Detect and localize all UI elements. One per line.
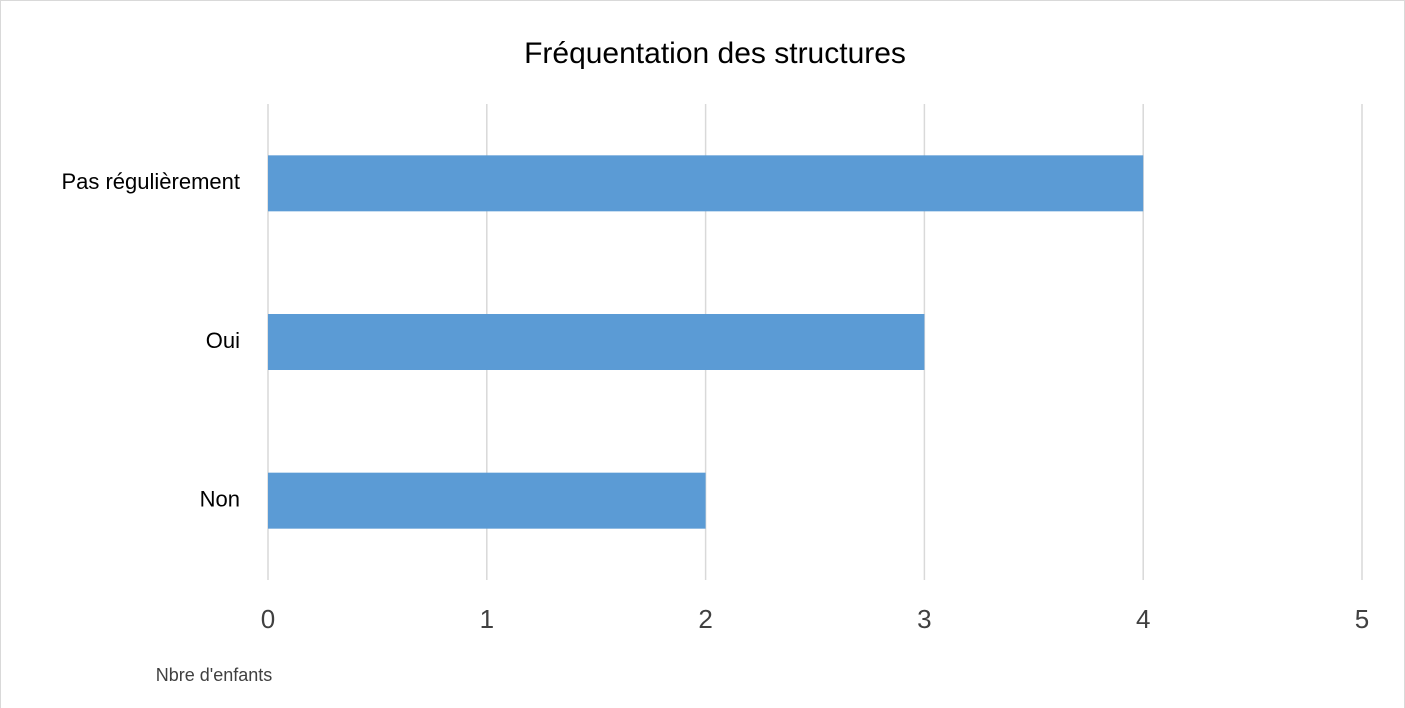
chart-title: Fréquentation des structures [524,37,906,70]
x-tick-label: 1 [480,604,494,634]
bar [268,472,706,529]
y-tick-label: Oui [206,328,240,353]
bar [268,314,925,370]
y-tick-label: Non [200,486,240,511]
x-axis-label: Nbre d'enfants [156,665,273,685]
x-tick-label: 2 [698,604,712,634]
x-tick-label: 0 [261,604,275,634]
x-tick-label: 3 [917,604,931,634]
x-tick-label: 5 [1355,604,1369,634]
bar [268,155,1144,212]
x-tick-label: 4 [1136,604,1150,634]
y-tick-label: Pas régulièrement [61,169,240,194]
